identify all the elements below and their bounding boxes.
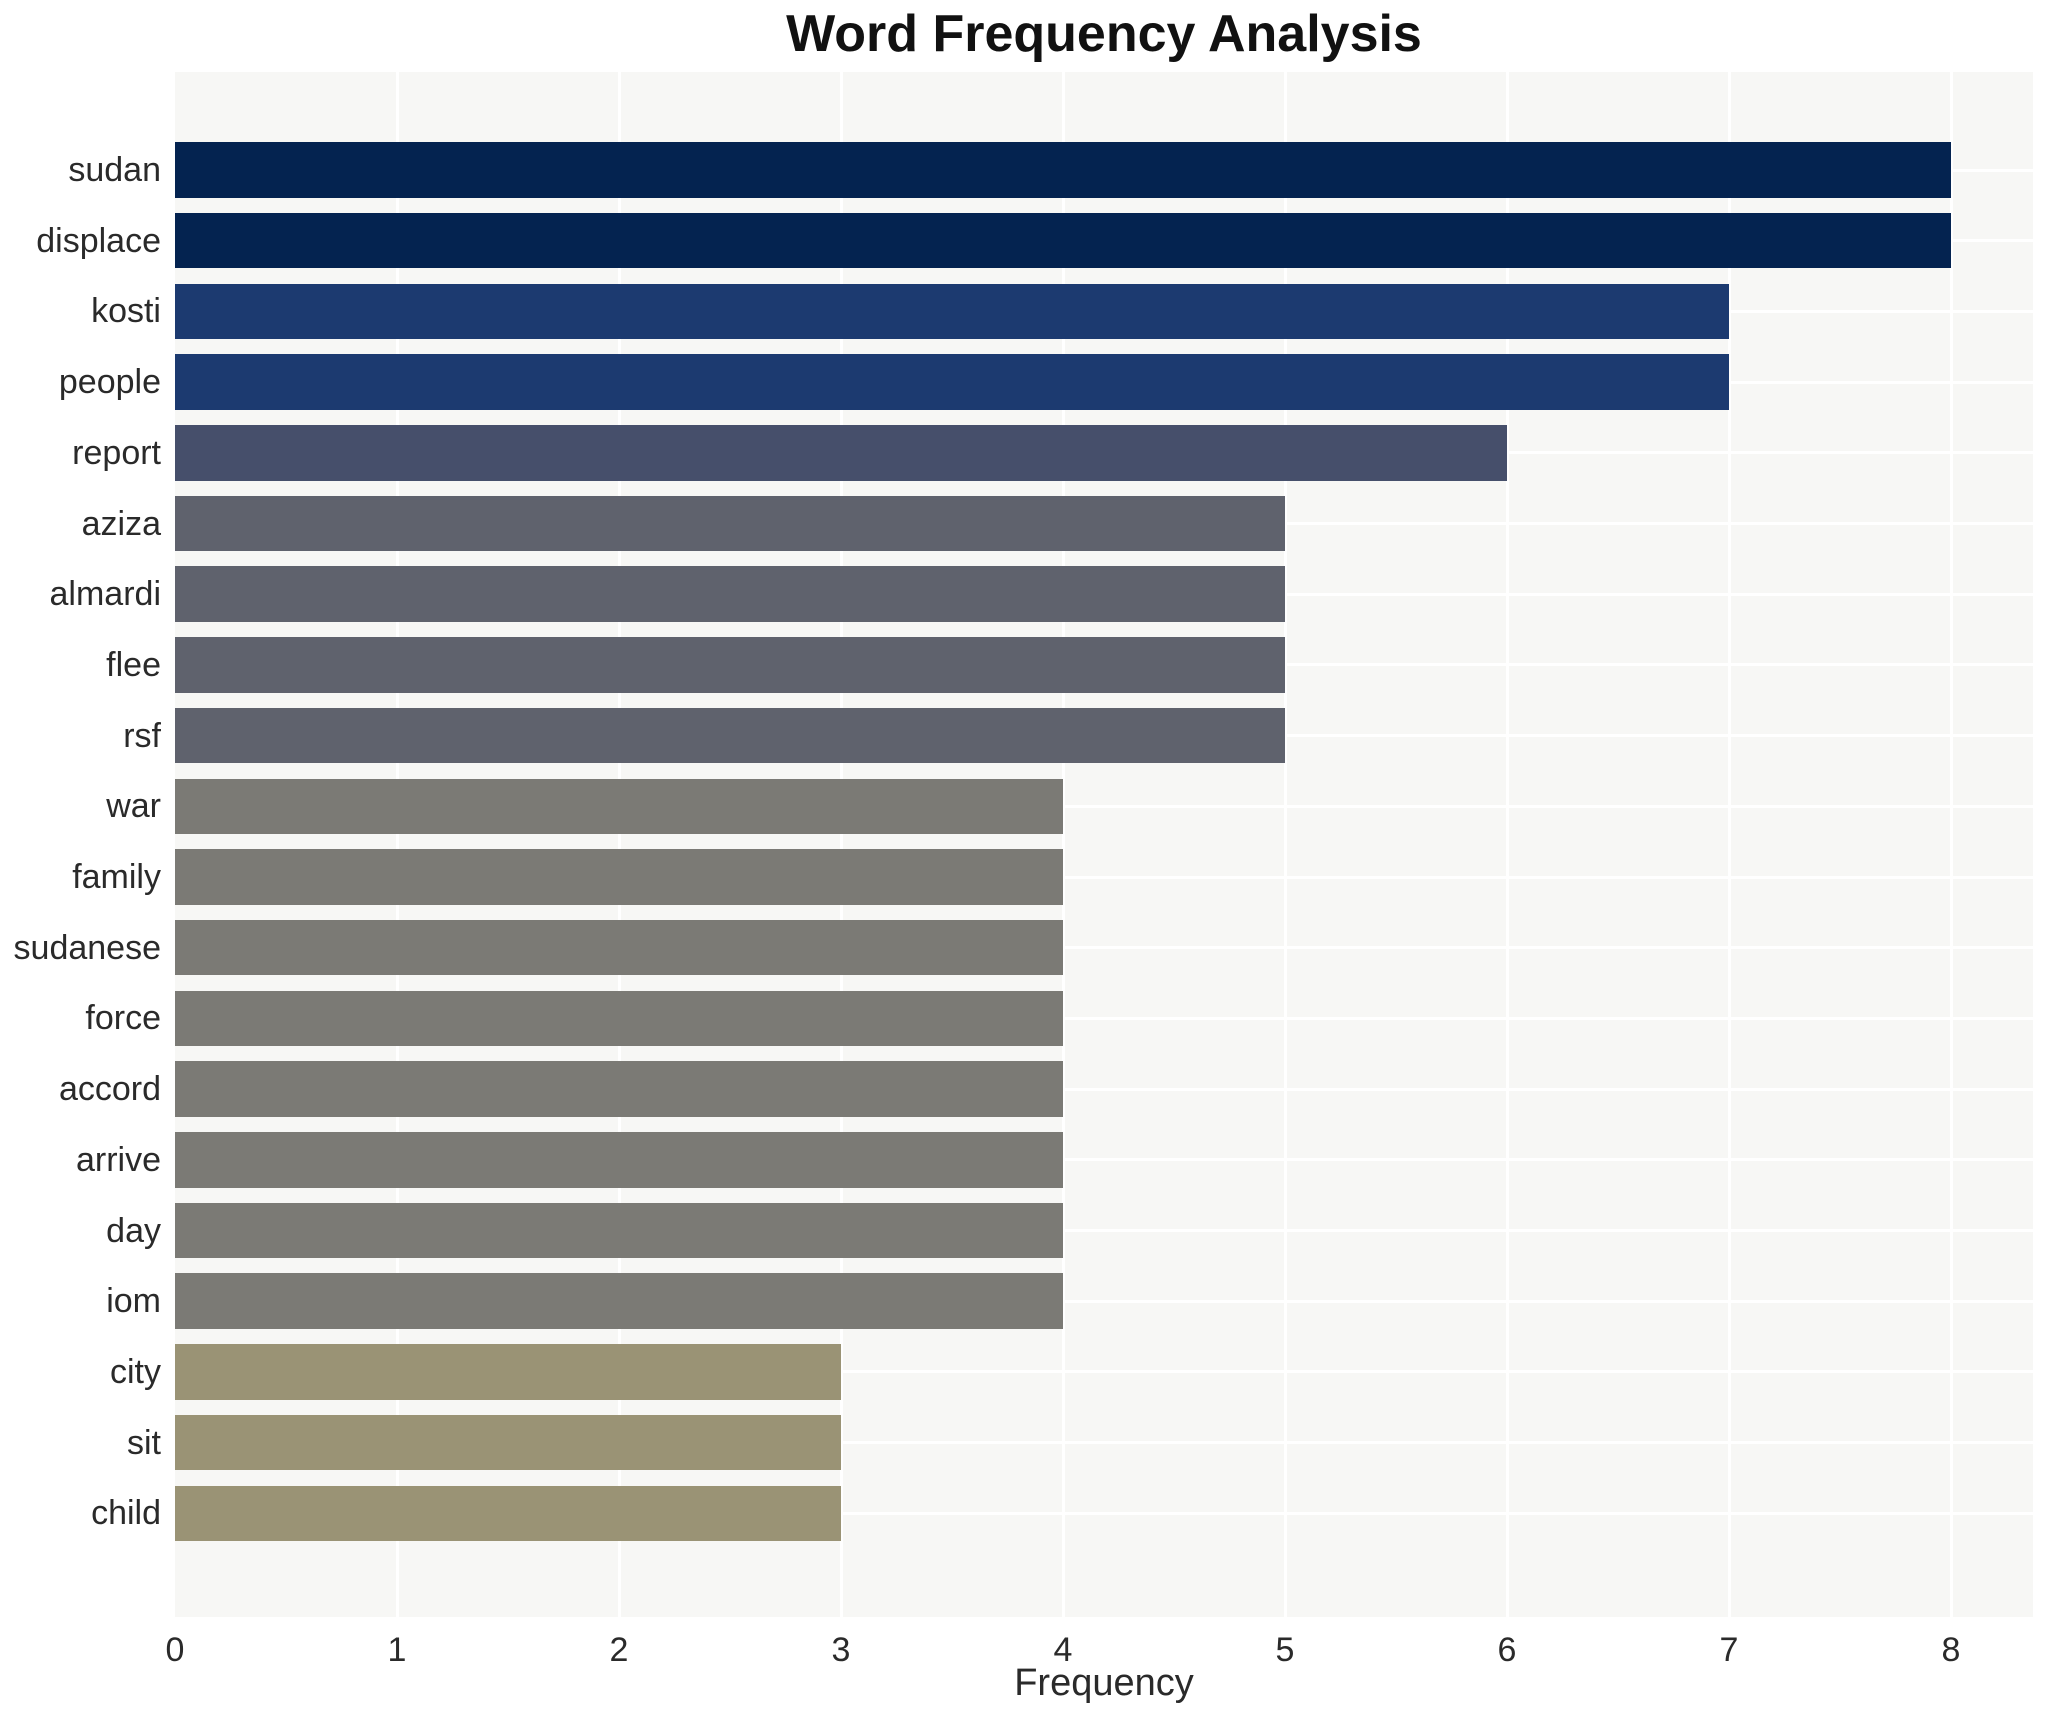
y-gridline	[175, 804, 2033, 808]
y-gridline	[175, 1299, 2033, 1303]
bar-child	[175, 1485, 841, 1542]
x-tick-label-0: 0	[165, 1631, 185, 1669]
y-gridline	[175, 1016, 2033, 1020]
x-gridline	[1949, 72, 1953, 1617]
y-gridline	[175, 946, 2033, 950]
bar-flee	[175, 637, 1285, 693]
bar-sudan	[175, 142, 1951, 198]
x-gridline	[395, 72, 399, 1617]
y-tick-label-sudan: sudan	[68, 151, 161, 189]
x-gridline	[617, 72, 621, 1617]
bar-sit	[175, 1414, 841, 1471]
x-tick-label-1: 1	[387, 1631, 407, 1669]
bar-family	[175, 849, 1063, 905]
y-tick-label-kosti: kosti	[91, 292, 161, 331]
bar-city	[175, 1344, 841, 1400]
y-gridline	[175, 1229, 2033, 1232]
y-tick-label-rsf: rsf	[123, 716, 161, 755]
y-gridline	[175, 1158, 2033, 1162]
x-gridline	[1061, 72, 1065, 1617]
y-tick-label-force: force	[85, 999, 161, 1038]
bar-arrive	[175, 1132, 1063, 1188]
bar-rsf	[175, 707, 1285, 764]
bar-kosti	[175, 283, 1729, 340]
plot-area	[175, 72, 2033, 1617]
y-tick-label-family: family	[72, 858, 161, 896]
x-tick-label-2: 2	[609, 1631, 629, 1669]
bar-people	[175, 354, 1729, 410]
x-tick-label-3: 3	[831, 1631, 851, 1669]
y-tick-label-city: city	[110, 1352, 161, 1391]
y-tick-label-war: war	[106, 787, 161, 826]
bar-iom	[175, 1273, 1063, 1329]
y-tick-label-sit: sit	[127, 1423, 161, 1462]
bar-force	[175, 990, 1063, 1047]
y-tick-label-day: day	[106, 1211, 161, 1250]
y-tick-label-displace: displace	[36, 221, 161, 260]
bar-almardi	[175, 566, 1285, 622]
chart-title: Word Frequency Analysis	[786, 5, 1422, 63]
bar-accord	[175, 1061, 1063, 1117]
x-tick-label-5: 5	[1275, 1631, 1295, 1669]
x-gridline	[1727, 72, 1731, 1617]
bar-day	[175, 1202, 1063, 1259]
x-tick-label-6: 6	[1497, 1631, 1517, 1669]
bar-displace	[175, 212, 1951, 269]
bar-report	[175, 425, 1507, 481]
y-tick-label-iom: iom	[106, 1282, 161, 1321]
bar-sudanese	[175, 919, 1063, 976]
bar-war	[175, 778, 1063, 835]
y-tick-label-arrive: arrive	[75, 1140, 161, 1179]
y-gridline	[175, 1087, 2033, 1091]
y-tick-label-accord: accord	[58, 1070, 161, 1109]
y-tick-label-people: people	[58, 363, 161, 402]
x-gridline	[1505, 72, 1509, 1617]
x-tick-label-7: 7	[1719, 1631, 1739, 1669]
x-tick-label-4: 4	[1053, 1631, 1073, 1669]
y-tick-label-flee: flee	[106, 645, 161, 684]
y-tick-label-almardi: almardi	[49, 575, 161, 614]
x-gridline	[1283, 72, 1287, 1617]
y-gridline	[175, 1441, 2033, 1445]
y-tick-label-sudanese: sudanese	[13, 928, 161, 967]
y-tick-label-child: child	[91, 1494, 161, 1533]
y-gridline	[175, 875, 2033, 879]
x-axis-title: Frequency	[1014, 1662, 1194, 1704]
y-gridline	[175, 1370, 2033, 1374]
y-tick-label-report: report	[72, 433, 161, 472]
x-gridline	[839, 72, 843, 1617]
bar-aziza	[175, 495, 1285, 552]
y-gridline	[175, 1511, 2033, 1515]
y-tick-label-aziza: aziza	[81, 504, 161, 543]
x-tick-label-8: 8	[1941, 1631, 1961, 1669]
